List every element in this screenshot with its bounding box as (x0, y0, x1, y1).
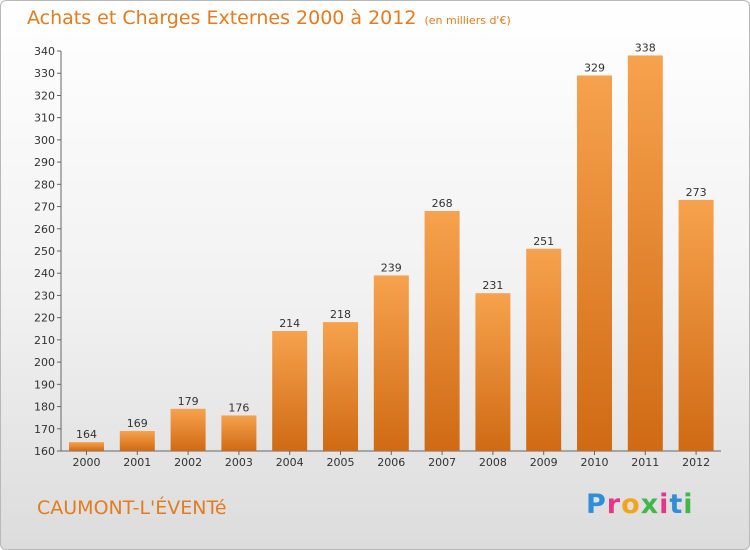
y-tick-label: 290 (34, 156, 55, 169)
data-label: 179 (178, 395, 199, 408)
x-tick-label: 2002 (174, 456, 202, 469)
y-tick-label: 180 (34, 401, 55, 414)
data-label: 164 (76, 428, 97, 441)
x-tick-label: 2010 (581, 456, 609, 469)
bar (424, 211, 460, 451)
y-tick-label: 310 (34, 112, 55, 125)
bar (170, 408, 206, 451)
y-tick-label: 200 (34, 356, 55, 369)
data-label: 169 (127, 417, 148, 430)
data-label: 251 (533, 235, 554, 248)
x-tick-label: 2009 (530, 456, 558, 469)
bar (526, 248, 562, 451)
y-tick-label: 260 (34, 223, 55, 236)
bar (272, 331, 308, 451)
y-tick-label: 210 (34, 334, 55, 347)
y-tick-label: 240 (34, 267, 55, 280)
data-label: 268 (432, 197, 453, 210)
bar (373, 275, 409, 451)
y-tick-label: 250 (34, 245, 55, 258)
y-tick-label: 280 (34, 178, 55, 191)
x-tick-label: 2006 (377, 456, 405, 469)
y-tick-label: 190 (34, 378, 55, 391)
y-tick-label: 170 (34, 423, 55, 436)
x-tick-label: 2007 (428, 456, 456, 469)
data-label: 214 (279, 317, 300, 330)
data-label: 239 (381, 261, 402, 274)
y-tick-label: 160 (34, 445, 55, 458)
x-tick-label: 2001 (123, 456, 151, 469)
y-tick-label: 300 (34, 134, 55, 147)
proxiti-logo: Proxiti (586, 489, 694, 520)
data-label: 273 (686, 186, 707, 199)
data-label: 329 (584, 61, 605, 74)
title-row: Achats et Charges Externes 2000 à 2012 (e… (27, 7, 511, 29)
bar (577, 75, 612, 451)
bars (69, 55, 714, 451)
y-tick-label: 270 (34, 201, 55, 214)
bar (678, 199, 714, 451)
labels: 164 2000 169 2001 179 2002 176 2003 214 2004 218 20… (73, 41, 711, 469)
bar (475, 293, 511, 451)
x-tick-label: 2011 (631, 456, 659, 469)
data-label: 231 (482, 279, 503, 292)
chart-subtitle: (en milliers d'€) (424, 14, 511, 27)
x-tick-label: 2000 (73, 456, 101, 469)
data-label: 176 (228, 401, 249, 414)
y-tick-label: 230 (34, 289, 55, 302)
bar (221, 415, 257, 451)
y-tick-label: 330 (34, 67, 55, 80)
bar (323, 322, 358, 451)
data-label: 218 (330, 308, 351, 321)
data-label: 338 (635, 41, 656, 54)
x-tick-label: 2008 (479, 456, 507, 469)
x-tick-label: 2012 (682, 456, 710, 469)
bar (69, 442, 104, 451)
chart-title: Achats et Charges Externes 2000 à 2012 (27, 7, 417, 29)
x-tick-label: 2003 (225, 456, 253, 469)
city-name: CAUMONT-L'ÉVENTé (37, 497, 227, 519)
x-tick-label: 2004 (276, 456, 304, 469)
bar (627, 55, 663, 451)
x-tick-label: 2005 (327, 456, 355, 469)
y-tick-label: 340 (34, 45, 55, 58)
y-tick-label: 220 (34, 312, 55, 325)
bar (119, 431, 155, 451)
y-tick-label: 320 (34, 89, 55, 102)
